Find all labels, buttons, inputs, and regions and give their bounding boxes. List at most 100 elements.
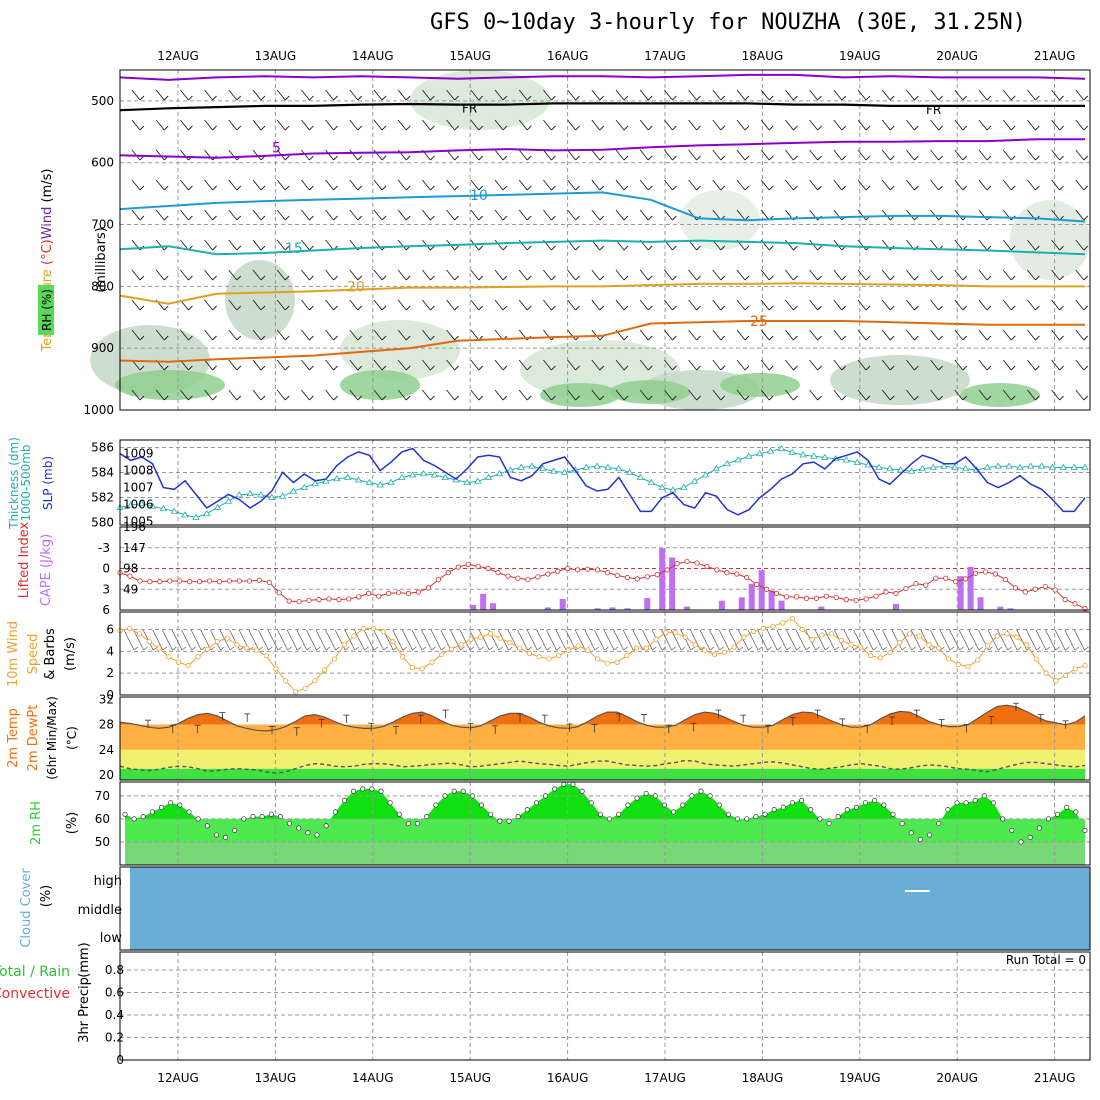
wind-barb: [180, 209, 189, 221]
wind-barb: [405, 155, 411, 161]
wind-speed-point: [1062, 672, 1069, 678]
wind-barb: [551, 305, 556, 311]
wind-barb: [180, 119, 189, 131]
wind-barb: [502, 245, 508, 251]
cape-bar: [644, 598, 651, 610]
wind-barb: [712, 89, 722, 101]
wind-barb: [865, 365, 871, 371]
wind-barb: [236, 125, 242, 131]
wind-barb: [494, 209, 504, 221]
lifted-index-point: [1022, 589, 1028, 595]
thickness-point: [1027, 462, 1035, 469]
wind-barb: [478, 245, 484, 251]
thickness-point: [387, 478, 395, 485]
thickness-point: [1037, 462, 1046, 469]
wind-barb: [494, 149, 504, 161]
wind-barb: [744, 365, 750, 371]
wind-barb: [446, 179, 455, 191]
wind-barb: [805, 646, 811, 651]
rh-point: [561, 781, 567, 787]
rh-point: [735, 816, 741, 822]
wind-barb: [672, 215, 677, 221]
wind-barb: [397, 209, 407, 221]
wind-barb: [680, 646, 686, 651]
wind-barb: [498, 646, 504, 651]
wind-barb: [212, 95, 217, 101]
axis-label: (%): [65, 812, 80, 835]
wind-barb: [526, 395, 532, 401]
wind-barb: [333, 275, 338, 281]
wind-barb: [748, 646, 753, 651]
wind-barb: [204, 359, 213, 371]
wind-barb: [793, 95, 798, 101]
rh-point: [853, 804, 859, 810]
wind-tick: 2: [106, 666, 114, 680]
wind-barb: [857, 269, 867, 281]
wind-barb: [1059, 275, 1064, 281]
lifted-index-point: [196, 579, 203, 585]
wind-barb: [260, 365, 266, 371]
thickness-point: [550, 467, 558, 474]
wind-barb: [962, 305, 968, 311]
wind-barb: [817, 245, 822, 251]
wind-speed-point: [283, 678, 289, 684]
rh-point: [634, 795, 640, 801]
bottom-x-label: 20AUG: [936, 1071, 978, 1085]
wind-barb: [325, 329, 334, 341]
thickness-point: [127, 501, 135, 508]
lifted-index-point: [634, 576, 640, 582]
wind-barb: [430, 365, 435, 371]
wind-barb: [591, 149, 601, 161]
rh-point: [817, 816, 823, 822]
wind-barb: [479, 646, 484, 651]
rh-shade: [225, 260, 295, 340]
wind-barb: [882, 646, 888, 651]
chart-title: GFS 0~10day 3-hourly for NOUZHA (30E, 31…: [430, 10, 1027, 35]
bottom-x-label: 15AUG: [449, 1071, 491, 1085]
wind-speed-point: [253, 647, 260, 653]
wind-barb: [696, 95, 701, 101]
cloud-tick: high: [94, 874, 122, 889]
wind-barb: [857, 329, 867, 341]
wind-barb: [354, 646, 360, 651]
wind-speed-point: [789, 615, 796, 622]
thickness-point: [658, 483, 666, 490]
wind-barb: [446, 299, 455, 311]
wind-speed-point: [1004, 631, 1010, 637]
rh-point: [954, 800, 960, 806]
wind-barb: [357, 305, 363, 311]
wind-speed-point: [848, 642, 854, 648]
wind-barb: [397, 299, 407, 311]
thickness-point: [409, 471, 417, 478]
wind-barb: [978, 359, 988, 371]
wind-barb: [1083, 245, 1089, 251]
wind-barb: [333, 305, 338, 311]
wind-barb: [647, 125, 653, 131]
wind-barb: [793, 395, 798, 401]
wind-barb: [284, 275, 290, 281]
wind-barb: [954, 119, 964, 131]
rh-band-low: [125, 841, 1085, 865]
rh-point: [616, 811, 622, 817]
wind-barb: [357, 95, 363, 101]
wind-barb: [615, 89, 625, 101]
wind-barb: [881, 269, 891, 281]
wind-barb: [373, 329, 383, 341]
wind-barb: [162, 629, 173, 651]
wind-barb: [139, 275, 145, 281]
wind-speed-point: [156, 645, 162, 651]
wind-barb: [383, 646, 388, 651]
wind-barb: [639, 179, 649, 191]
wind-speed-point: [536, 654, 542, 660]
wind-barb: [623, 245, 629, 251]
wind-barb: [1010, 335, 1016, 341]
y-tick-label: 600: [91, 156, 114, 170]
wind-barb: [450, 629, 461, 651]
wind-barb: [287, 646, 292, 651]
wind-barb: [1035, 125, 1040, 131]
rh-point: [680, 802, 686, 808]
upper-ylabel-part: (m/s): [40, 169, 55, 207]
wind-barb: [817, 125, 822, 131]
wind-barb: [333, 185, 338, 191]
